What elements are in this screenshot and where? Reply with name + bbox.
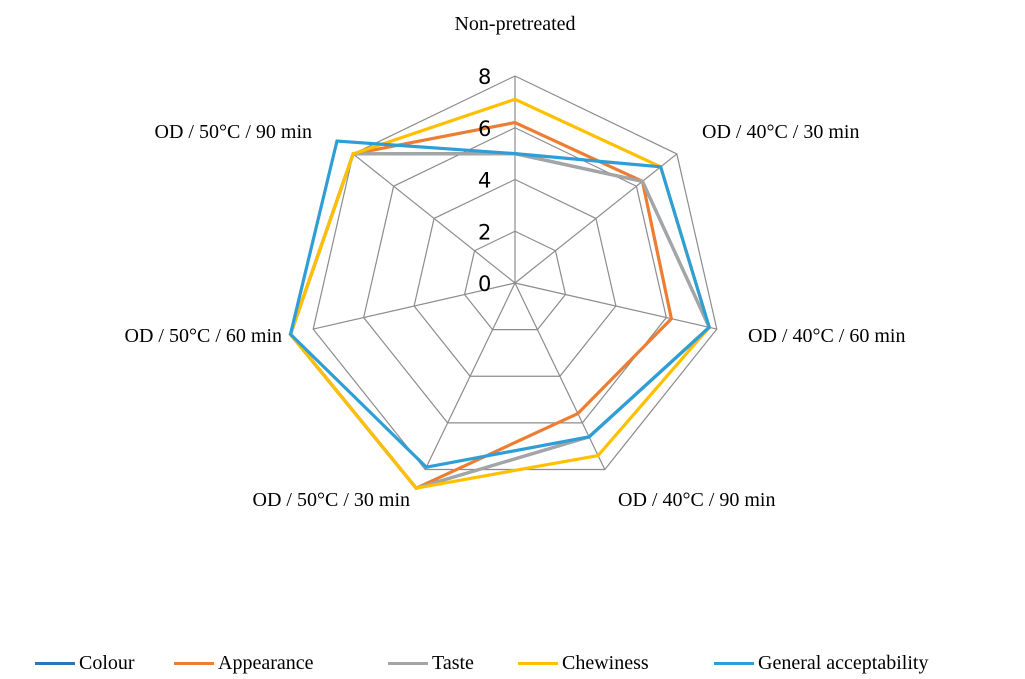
legend-swatch	[518, 661, 558, 665]
series-line-chewiness	[288, 97, 712, 490]
category-label: OD / 50°C / 90 min	[155, 121, 312, 143]
grid-ring-2	[463, 230, 567, 331]
legend-item: Colour	[35, 652, 135, 674]
category-label: Non-pretreated	[454, 13, 575, 35]
radar-spoke	[514, 153, 678, 284]
legend-label: Chewiness	[562, 651, 649, 674]
grid-ring-4	[413, 178, 617, 377]
radar-spoke	[352, 153, 516, 284]
legend-swatch	[714, 661, 754, 665]
legend-item: Taste	[388, 652, 474, 674]
category-label: OD / 40°C / 90 min	[618, 489, 775, 511]
series-lines	[288, 97, 712, 491]
category-label: OD / 50°C / 30 min	[253, 489, 410, 511]
category-labels: Non-pretreated OD / 40°C / 30 min OD / 40°…	[125, 13, 906, 511]
radar-grid	[312, 75, 718, 471]
radar-chart: Non-pretreated OD / 40°C / 30 min OD / 40°…	[125, 13, 906, 511]
radar-spoke	[313, 282, 516, 330]
radar-spoke	[514, 282, 606, 470]
radar-spoke	[424, 282, 516, 470]
legend: Colour Appearance Taste Chewiness General ac…	[0, 652, 1025, 678]
legend-swatch	[174, 661, 214, 665]
radial-tick-label: 4	[478, 169, 491, 193]
legend-label: Taste	[432, 651, 474, 674]
legend-swatch	[35, 661, 75, 665]
radial-tick-label: 2	[478, 220, 491, 244]
series-line-general-acceptability	[288, 139, 712, 469]
legend-item: Chewiness	[518, 652, 649, 674]
radial-tick-label: 8	[478, 65, 491, 89]
grid-ring-6	[362, 127, 668, 424]
radial-tick-label: 6	[478, 117, 491, 141]
category-label: OD / 50°C / 60 min	[125, 325, 282, 347]
radial-tick-labels: 0 2 4 6 8	[478, 65, 491, 296]
legend-item: General acceptability	[714, 652, 928, 674]
legend-label: Colour	[79, 651, 135, 674]
legend-label: Appearance	[218, 651, 314, 674]
radar-spoke	[514, 282, 717, 330]
legend-item: Appearance	[174, 652, 314, 674]
category-label: OD / 40°C / 60 min	[748, 325, 905, 347]
legend-label: General acceptability	[758, 651, 929, 674]
category-label: OD / 40°C / 30 min	[702, 121, 859, 143]
radial-tick-label: 0	[478, 272, 491, 296]
legend-swatch	[388, 661, 428, 665]
